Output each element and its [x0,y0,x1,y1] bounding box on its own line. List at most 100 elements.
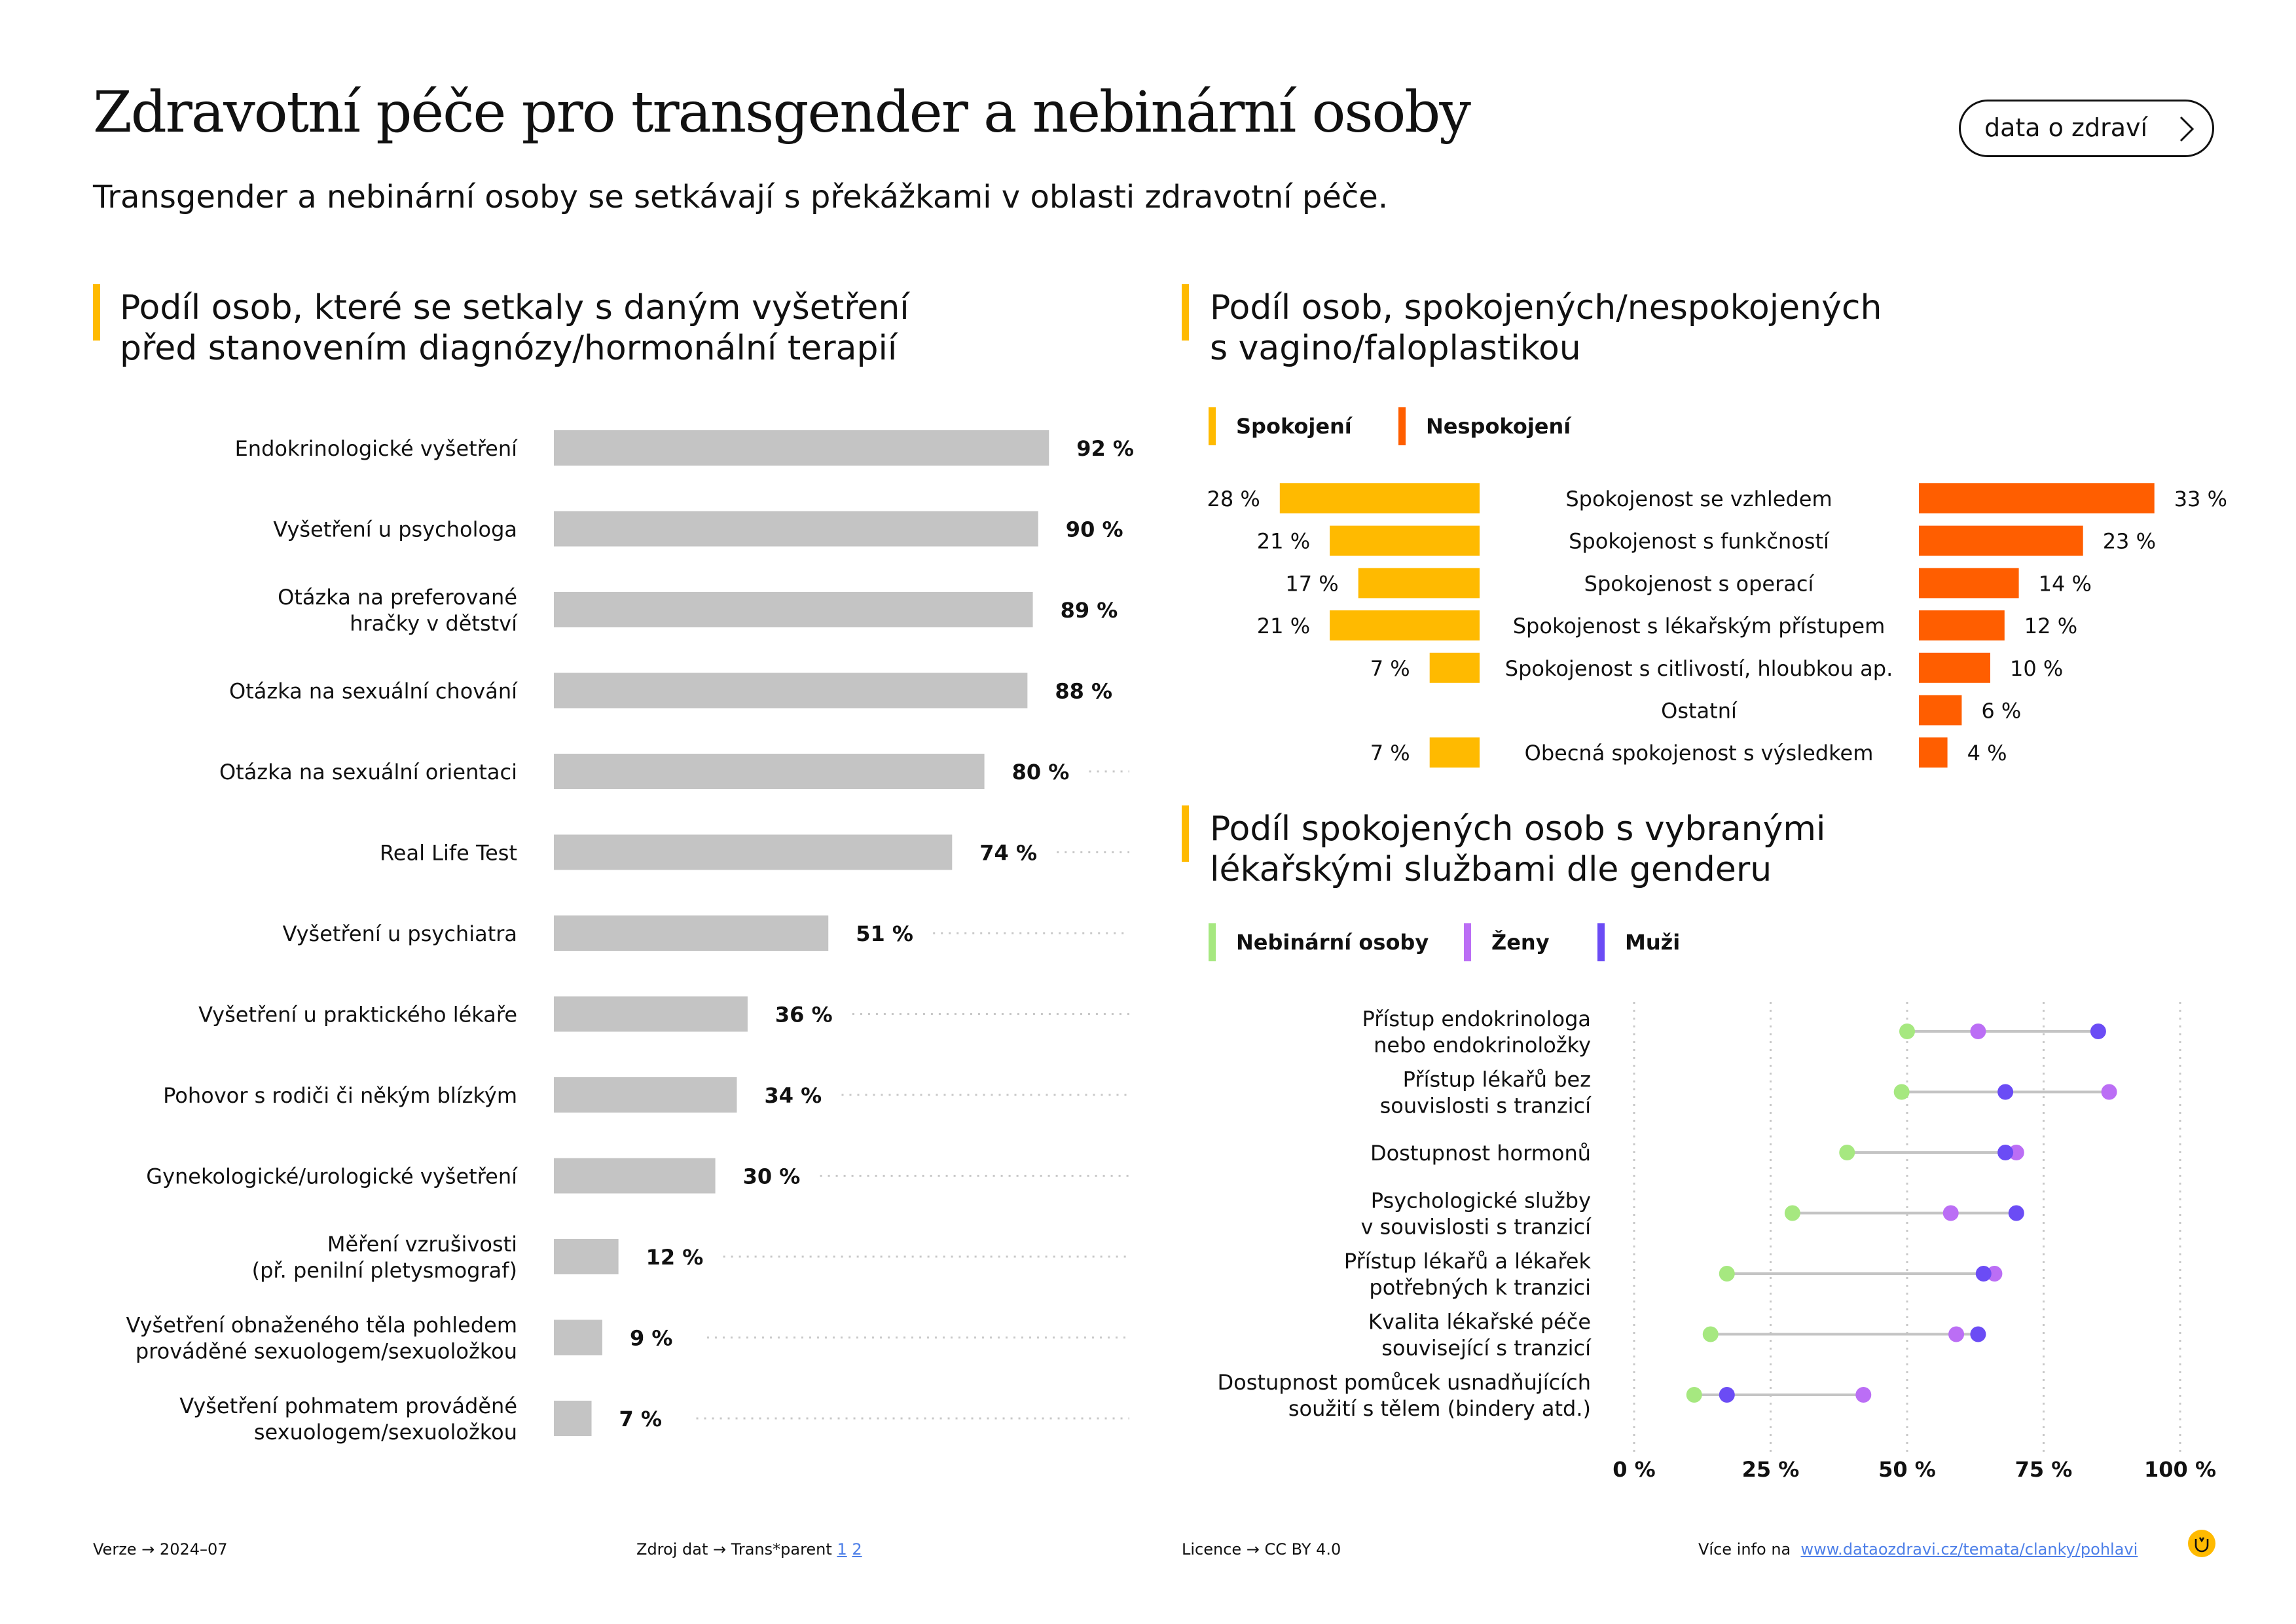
category-label: souvislosti s tranzicí [1380,1094,1592,1118]
category-label: Gynekologické/urologické vyšetření [146,1164,518,1189]
more-info-link[interactable]: www.dataozdravi.cz/temata/clanky/pohlavi [1800,1540,2138,1559]
category-label: Vyšetření obnaženého těla pohledem [126,1313,517,1338]
category-label: Přístup lékařů bez [1403,1067,1591,1092]
source-link-2[interactable]: 2 [852,1540,862,1559]
bar-value-label: 51 % [856,921,913,946]
category-label: Spokojenost s operací [1584,571,1815,596]
legend-label: Nespokojení [1426,414,1572,439]
category-label: Endokrinologické vyšetření [235,436,519,461]
satisfied-value-label: 21 % [1257,614,1310,638]
dot-men [2090,1024,2106,1039]
satisfied-value-label: 17 % [1285,571,1338,596]
category-label: potřebných k tranzici [1369,1275,1591,1300]
satisfied-bar [1429,737,1480,768]
dissatisfied-bar [1919,652,1990,683]
dot-men [1997,1145,2014,1160]
bar [554,1239,619,1274]
brand-logo-icon [2188,1530,2215,1557]
right-bottom-section-accent [1182,805,1189,862]
data-o-zdravi-button[interactable]: data o zdraví [1959,100,2214,157]
dot-women [1948,1326,1965,1342]
category-label: Spokojenost s lékařským přístupem [1513,614,1886,638]
satisfied-bar [1358,568,1480,599]
bar [554,996,748,1032]
bar-value-label: 34 % [764,1083,822,1108]
category-label: Otázka na preferované [278,585,517,610]
bar [554,754,985,789]
dot-men [1997,1084,2014,1100]
category-label: Vyšetření pohmatem prováděné [179,1393,517,1418]
category-label: Spokojenost se vzhledem [1565,487,1832,511]
category-label: Obecná spokojenost s výsledkem [1525,741,1874,766]
category-label: Přístup endokrinologa [1362,1006,1591,1031]
category-label: nebo endokrinoložky [1374,1033,1591,1058]
dot-men [1719,1387,1735,1403]
dissatisfied-bar [1919,695,1962,726]
satisfied-value-label: 7 % [1370,656,1410,681]
dot-women [2008,1145,2024,1160]
right-top-section-title: Podíl osob, spokojených/nespokojených s … [1210,288,1882,368]
dot-nonbinary [1719,1266,1735,1282]
bar-value-label: 90 % [1066,517,1123,542]
category-label: prováděné sexuologem/sexuoložkou [136,1339,517,1364]
bar-value-label: 12 % [646,1245,704,1270]
x-tick-label: 100 % [2144,1457,2216,1482]
bar-value-label: 89 % [1061,598,1118,623]
dot-men [1970,1326,1986,1342]
footer-source: Zdroj dat → Trans*parent 1 2 [636,1540,862,1559]
dot-nonbinary [1899,1024,1915,1039]
category-label: Otázka na sexuální chování [229,679,518,704]
category-label: Dostupnost hormonů [1370,1141,1591,1166]
satisfied-value-label: 21 % [1257,529,1310,554]
category-label: (př. penilní pletysmograf) [252,1258,517,1283]
satisfied-bar [1330,610,1480,641]
bar [554,430,1049,466]
category-label: hračky v dětství [350,611,518,636]
dot-nonbinary [1893,1084,1910,1100]
bar [554,1158,716,1194]
satisfied-bar [1330,525,1480,556]
bar-value-label: 88 % [1055,679,1112,704]
bar-value-label: 80 % [1012,760,1070,784]
category-label: Spokojenost s citlivostí, hloubkou ap. [1505,656,1893,681]
satisfied-bar [1279,483,1480,513]
bar-value-label: 92 % [1076,436,1134,461]
category-label: Přístup lékařů a lékařek [1344,1249,1592,1274]
dissatisfied-value-label: 6 % [1981,699,2021,724]
bar-value-label: 36 % [775,1003,833,1027]
legend-swatch [1597,923,1605,961]
category-label: související s tranzicí [1381,1336,1592,1361]
dissatisfied-value-label: 12 % [2024,614,2077,638]
category-label: Otázka na sexuální orientaci [219,760,517,784]
legend-swatch [1398,407,1406,445]
legend-label: Ženy [1491,930,1550,955]
dot-women [1855,1387,1872,1403]
left-section-accent [93,284,100,341]
satisfied-value-label: 7 % [1370,741,1410,766]
source-link-1[interactable]: 1 [837,1540,847,1559]
dot-nonbinary [1784,1205,1800,1221]
category-label: Dostupnost pomůcek usnadňujících [1218,1370,1591,1395]
dissatisfied-value-label: 23 % [2103,529,2156,554]
bar [554,1401,592,1436]
dissatisfied-bar [1919,525,2083,556]
category-label: Vyšetření u praktického lékaře [198,1003,517,1027]
footer-version: Verze → 2024–07 [93,1540,228,1559]
footer-license: Licence → CC BY 4.0 [1182,1540,1341,1559]
bar-value-label: 7 % [619,1407,662,1431]
dot-women [2101,1084,2117,1100]
dissatisfied-bar [1919,737,1948,768]
dissatisfied-value-label: 10 % [2010,656,2063,681]
dissatisfied-bar [1919,610,2005,641]
legend-label: Spokojení [1236,414,1353,439]
bar [554,592,1033,627]
legend-label: Muži [1625,930,1680,955]
data-o-zdravi-label: data o zdraví [1984,113,2148,142]
category-label: Spokojenost s funkčností [1569,529,1830,554]
category-label: v souvislosti s tranzicí [1361,1215,1592,1240]
dissatisfied-value-label: 4 % [1967,741,2007,766]
category-label: Vyšetření u psychologa [273,517,517,542]
x-tick-label: 50 % [1878,1457,1936,1482]
exams-bar-chart: 92 % Endokrinologické vyšetření 90 % Vyšetř… [126,430,1134,1445]
category-label: Real Life Test [380,841,517,866]
